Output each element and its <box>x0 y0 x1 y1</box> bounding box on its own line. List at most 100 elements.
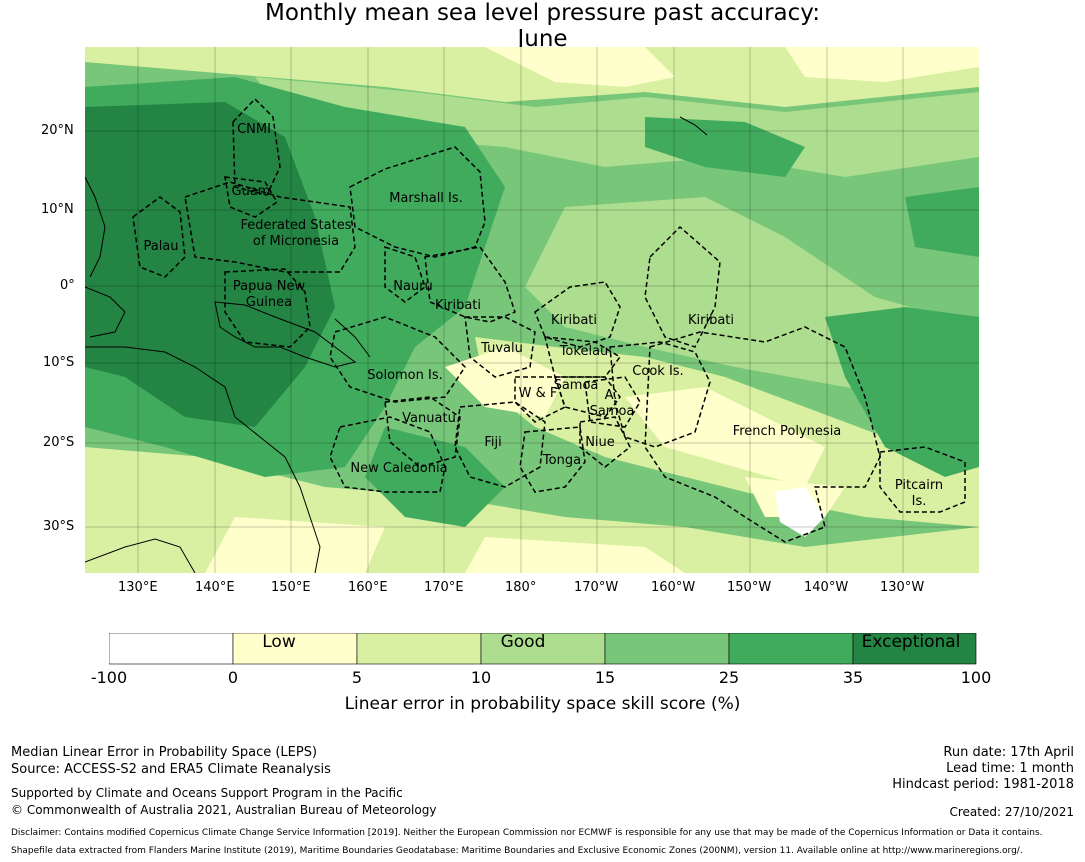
lon-tick-150e: 150°E <box>271 580 311 595</box>
footer-support: Supported by Climate and Oceans Support … <box>11 786 403 800</box>
footer-created: Created: 27/10/2021 <box>949 805 1074 819</box>
colorbar-tick-0: -100 <box>90 668 128 687</box>
eez-cook <box>609 341 711 448</box>
graticule <box>85 47 979 573</box>
colorbar-tick-3: 10 <box>470 668 492 687</box>
lat-tick-20s: 20°S <box>43 435 75 450</box>
lat-tick-0: 0° <box>60 278 75 293</box>
label-samoa: Samoa <box>554 378 599 393</box>
label-as-2: Samoa <box>590 404 635 419</box>
eez-nauru <box>384 245 426 303</box>
australia-coast <box>85 346 321 573</box>
colorbar-title: Linear error in probability space skill … <box>344 694 741 714</box>
new-guinea-coast <box>214 301 357 368</box>
eez-french-polynesia <box>644 326 881 543</box>
eez-cnmi <box>232 97 281 196</box>
label-guam: Guam <box>232 184 271 199</box>
label-tokelau: Tokelau <box>559 344 609 359</box>
label-french-polynesia: French Polynesia <box>733 424 842 439</box>
eez-solomon <box>329 316 466 403</box>
colorbar-tick-4: 15 <box>594 668 616 687</box>
eez-vanuatu <box>384 396 461 468</box>
colorbar <box>109 633 977 665</box>
lon-tick-170e: 170°E <box>424 580 464 595</box>
colorbar-cat-good: Good <box>500 632 546 652</box>
lat-tick-10n: 10°N <box>41 202 74 217</box>
eez-kiribati-east <box>644 225 721 348</box>
colorbar-seg-6 <box>852 633 977 665</box>
label-cook: Cook Is. <box>632 364 683 379</box>
eez-tuvalu <box>464 316 536 378</box>
eez-guam <box>224 176 279 218</box>
label-solomon: Solomon Is. <box>367 368 443 383</box>
lon-tick-150w: 150°W <box>727 580 772 595</box>
map-title-line1: Monthly mean sea level pressure past acc… <box>265 0 820 26</box>
colorbar-tick-6: 35 <box>842 668 864 687</box>
eez-american-samoa <box>584 376 641 428</box>
label-kiribati-west: Kiribati <box>435 298 481 313</box>
lowest-skill-zone-south <box>205 517 685 573</box>
colorbar-tick-2: 5 <box>351 668 363 687</box>
region-labels: CNMI Guam Marshall Is. Palau Federated S… <box>143 122 943 509</box>
lat-tick-20n: 20°N <box>41 123 74 138</box>
lowest-skill-zone-centre <box>445 347 845 517</box>
eez-pitcairn <box>879 446 966 513</box>
label-fsm-2: of Micronesia <box>253 234 339 249</box>
eez-new-caledonia <box>329 416 446 493</box>
high-skill-zone-east <box>645 117 979 477</box>
footer-disclaimer: Disclaimer: Contains modified Copernicus… <box>11 828 1043 838</box>
label-tonga: Tonga <box>542 453 581 468</box>
colorbar-cat-low: Low <box>262 632 296 652</box>
eez-micronesia <box>184 181 356 273</box>
colorbar-seg-0 <box>109 633 234 665</box>
lat-tick-10s: 10°S <box>43 355 75 370</box>
label-png-1: Papua New <box>233 279 306 294</box>
solomon-islands <box>334 318 371 358</box>
label-pitcairn-2: Is. <box>912 494 927 509</box>
label-vanuatu: Vanuatu <box>402 411 456 426</box>
footer-run-date: Run date: 17th April <box>943 745 1074 760</box>
label-kiribati-east: Kiribati <box>688 313 734 328</box>
label-marshall: Marshall Is. <box>389 191 463 206</box>
footer-copyright: © Commonwealth of Australia 2021, Austra… <box>11 803 437 817</box>
colorbar-tick-7: 100 <box>960 668 992 687</box>
lon-tick-170w: 170°W <box>574 580 619 595</box>
colorbar-seg-5 <box>728 633 854 665</box>
high-skill-zone-south <box>365 427 505 527</box>
label-kiribati-central: Kiribati <box>551 313 597 328</box>
label-wf: W & F <box>519 386 558 401</box>
antarctic-coast <box>85 538 196 573</box>
eez-fiji <box>454 401 546 488</box>
colorbar-seg-1 <box>232 633 358 665</box>
eez-palau <box>132 196 186 278</box>
footer-lead-time: Lead time: 1 month <box>946 761 1074 776</box>
whitest-zone <box>775 487 825 537</box>
eez-marshall <box>349 146 486 258</box>
low-skill-zone-north <box>85 47 979 107</box>
lon-tick-140e: 140°E <box>195 580 235 595</box>
label-tuvalu: Tuvalu <box>480 341 523 356</box>
hawaii-islands <box>679 116 708 136</box>
lon-tick-130w: 130°W <box>880 580 925 595</box>
low-skill-zone-north2 <box>485 47 979 87</box>
lon-tick-160w: 160°W <box>651 580 696 595</box>
eez-png <box>224 268 311 348</box>
eez-niue <box>579 416 631 468</box>
label-fiji: Fiji <box>484 435 501 450</box>
label-pitcairn-1: Pitcairn <box>895 478 943 493</box>
lon-tick-130e: 130°E <box>118 580 158 595</box>
colorbar-seg-2 <box>356 633 482 665</box>
footer-source: Source: ACCESS-S2 and ERA5 Climate Reana… <box>11 762 331 777</box>
footer-leps: Median Linear Error in Probability Space… <box>11 745 318 760</box>
eez-tokelau <box>544 336 622 378</box>
eez-kiribati-central <box>534 281 621 348</box>
label-new-caledonia: New Caledonia <box>350 461 447 476</box>
eez-boundaries <box>132 97 966 543</box>
lon-tick-160e: 160°E <box>348 580 388 595</box>
label-fsm-1: Federated States <box>241 218 352 233</box>
borneo-coast <box>85 286 126 338</box>
label-as-1: A. <box>605 388 618 403</box>
colorbar-seg-4 <box>604 633 730 665</box>
footer-hindcast: Hindcast period: 1981-2018 <box>892 777 1074 792</box>
colorbar-tick-5: 25 <box>718 668 740 687</box>
